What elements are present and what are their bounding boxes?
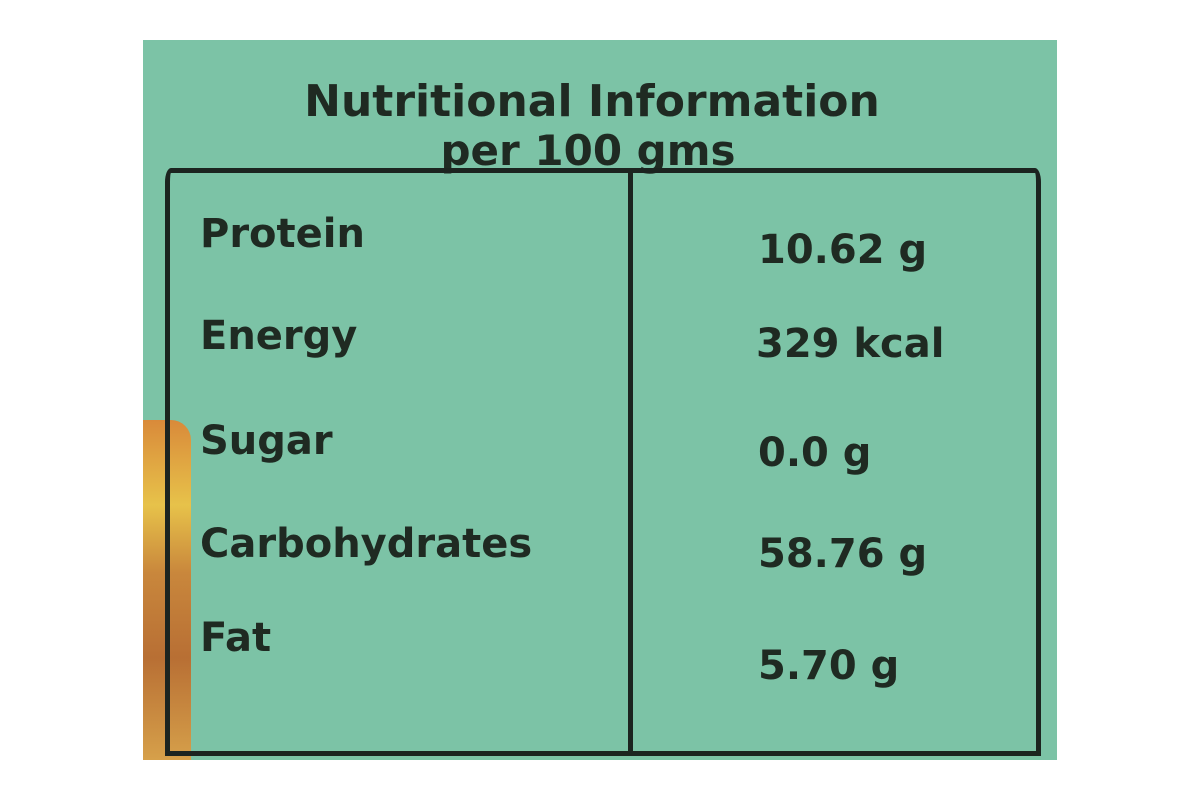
nutrient-value: 58.76 g — [758, 531, 928, 577]
nutrient-label: Protein — [200, 211, 365, 257]
label-title: Nutritional Information — [304, 76, 880, 127]
table-row: Energy 329 kcal — [170, 313, 1036, 383]
nutrient-value: 10.62 g — [758, 227, 928, 273]
nutrient-label: Energy — [200, 313, 358, 359]
nutrient-value: 329 kcal — [756, 321, 945, 367]
column-divider — [628, 173, 633, 751]
nutrient-label: Fat — [200, 615, 272, 661]
nutrient-label: Sugar — [200, 418, 333, 464]
table-row: Sugar 0.0 g — [170, 418, 1036, 488]
nutrition-table: Protein 10.62 g Energy 329 kcal Sugar 0.… — [165, 168, 1041, 756]
table-row: Fat 5.70 g — [170, 615, 1036, 689]
nutrient-label: Carbohydrates — [200, 521, 533, 567]
table-row: Carbohydrates 58.76 g — [170, 521, 1036, 591]
nutrient-value: 0.0 g — [758, 430, 872, 476]
label-subtitle: per 100 gms — [440, 126, 736, 175]
table-row: Protein 10.62 g — [170, 211, 1036, 281]
nutrient-value: 5.70 g — [758, 643, 900, 689]
label-photo: Nutritional Information per 100 gms Prot… — [143, 40, 1057, 760]
